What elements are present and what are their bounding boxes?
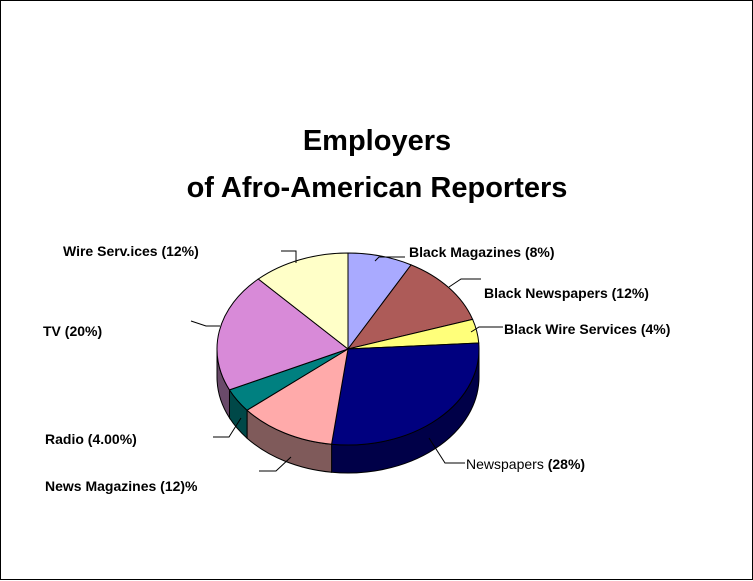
chart-title-line-2: of Afro-American Reporters <box>187 172 568 204</box>
leader-line-2 <box>470 326 503 333</box>
chart-title-line-1: Employers <box>303 125 451 157</box>
slice-label-value-4: News Magazines (12)% <box>45 478 198 494</box>
slice-label-3: Newspapers (28%) <box>466 456 585 472</box>
leader-line-6 <box>190 320 220 327</box>
leader-line-0 <box>374 256 405 262</box>
slice-label-1: Black Newspapers (12%) <box>484 285 649 301</box>
pie-slice-1 <box>346 264 474 350</box>
pie-slice-6 <box>216 278 350 391</box>
pie-slice-3 <box>330 342 480 446</box>
slice-label-value-2: Black Wire Services (4%) <box>504 321 670 337</box>
slice-label-5: Radio (4.00%) <box>45 431 137 447</box>
leader-line-1 <box>448 278 481 288</box>
slice-label-value-7: Wire Serv.ices (12%) <box>63 243 199 259</box>
pie-slices <box>216 252 480 446</box>
slice-label-value-0: Black Magazines (8%) <box>409 244 555 260</box>
leader-line-3 <box>428 437 465 464</box>
pie-slice-7 <box>257 252 349 351</box>
slice-label-0: Black Magazines (8%) <box>409 244 555 260</box>
pie-slice-4 <box>246 348 349 445</box>
slice-label-value-1: Black Newspapers (12%) <box>484 285 649 301</box>
slice-label-value-5: Radio (4.00%) <box>45 431 137 447</box>
slice-label-6: TV (20%) <box>43 323 102 339</box>
slice-label-7: Wire Serv.ices (12%) <box>63 243 199 259</box>
slice-labels: Black Magazines (8%) Black Newspapers (12… <box>43 243 670 494</box>
slice-label-prefix-3: Newspapers <box>466 456 548 472</box>
slice-label-value-3: (28%) <box>548 456 585 472</box>
slice-label-value-6: TV (20%) <box>43 323 102 339</box>
slice-label-4: News Magazines (12)% <box>45 478 198 494</box>
leader-lines <box>190 250 503 472</box>
leader-line-4 <box>259 456 292 472</box>
slice-label-2: Black Wire Services (4%) <box>504 321 670 337</box>
leader-line-7 <box>281 250 297 263</box>
leader-line-5 <box>213 417 242 438</box>
